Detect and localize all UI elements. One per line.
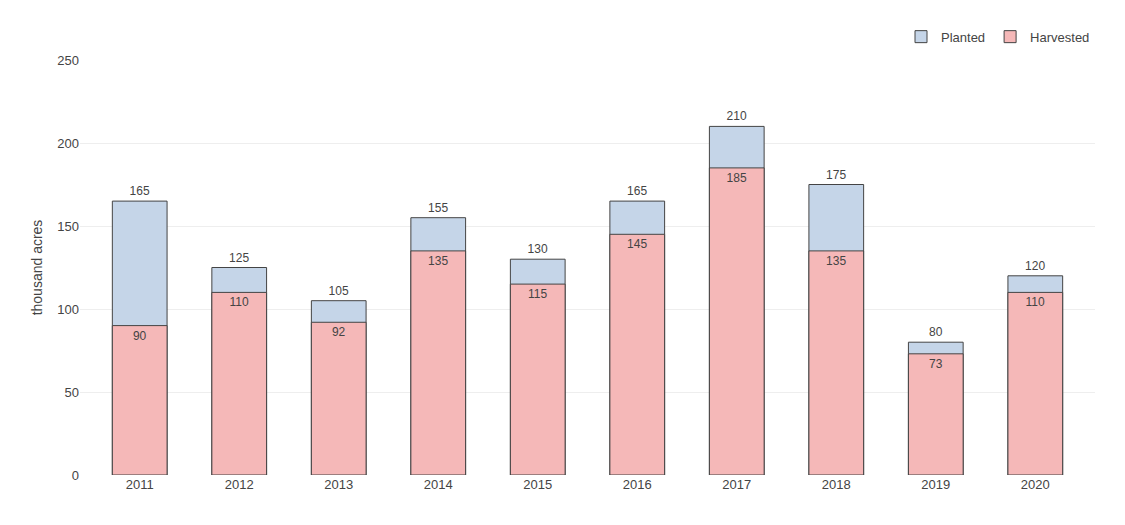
svg-text:2018: 2018 [822, 477, 851, 492]
svg-text:150: 150 [57, 219, 79, 234]
svg-text:2016: 2016 [623, 477, 652, 492]
svg-text:80: 80 [929, 325, 943, 339]
svg-text:210: 210 [727, 109, 747, 123]
svg-text:thousand acres: thousand acres [29, 220, 45, 316]
svg-text:2015: 2015 [523, 477, 552, 492]
svg-text:175: 175 [826, 168, 846, 182]
svg-text:100: 100 [57, 302, 79, 317]
svg-text:2012: 2012 [225, 477, 254, 492]
svg-text:Harvested: Harvested [1030, 30, 1089, 45]
svg-text:110: 110 [229, 295, 248, 309]
svg-text:2011: 2011 [126, 477, 154, 492]
svg-text:2020: 2020 [1021, 477, 1050, 492]
svg-text:115: 115 [528, 287, 547, 301]
svg-text:2013: 2013 [324, 477, 353, 492]
svg-text:0: 0 [72, 468, 79, 483]
svg-text:135: 135 [826, 254, 846, 268]
svg-text:2014: 2014 [424, 477, 453, 492]
svg-text:Planted: Planted [941, 30, 985, 45]
svg-text:110: 110 [1026, 295, 1045, 309]
svg-text:73: 73 [929, 357, 943, 371]
svg-text:125: 125 [229, 251, 249, 265]
svg-text:145: 145 [627, 237, 647, 251]
svg-text:90: 90 [133, 329, 147, 343]
svg-text:165: 165 [130, 184, 150, 198]
svg-text:155: 155 [428, 201, 448, 215]
svg-text:50: 50 [65, 385, 79, 400]
svg-text:200: 200 [57, 136, 79, 151]
svg-text:135: 135 [428, 254, 448, 268]
svg-text:130: 130 [528, 242, 548, 256]
svg-text:165: 165 [627, 184, 647, 198]
svg-text:2017: 2017 [722, 477, 751, 492]
svg-text:250: 250 [57, 53, 79, 68]
svg-text:2019: 2019 [921, 477, 950, 492]
svg-text:105: 105 [329, 284, 349, 298]
svg-text:120: 120 [1025, 259, 1045, 273]
svg-text:92: 92 [332, 325, 346, 339]
svg-text:185: 185 [727, 171, 747, 185]
